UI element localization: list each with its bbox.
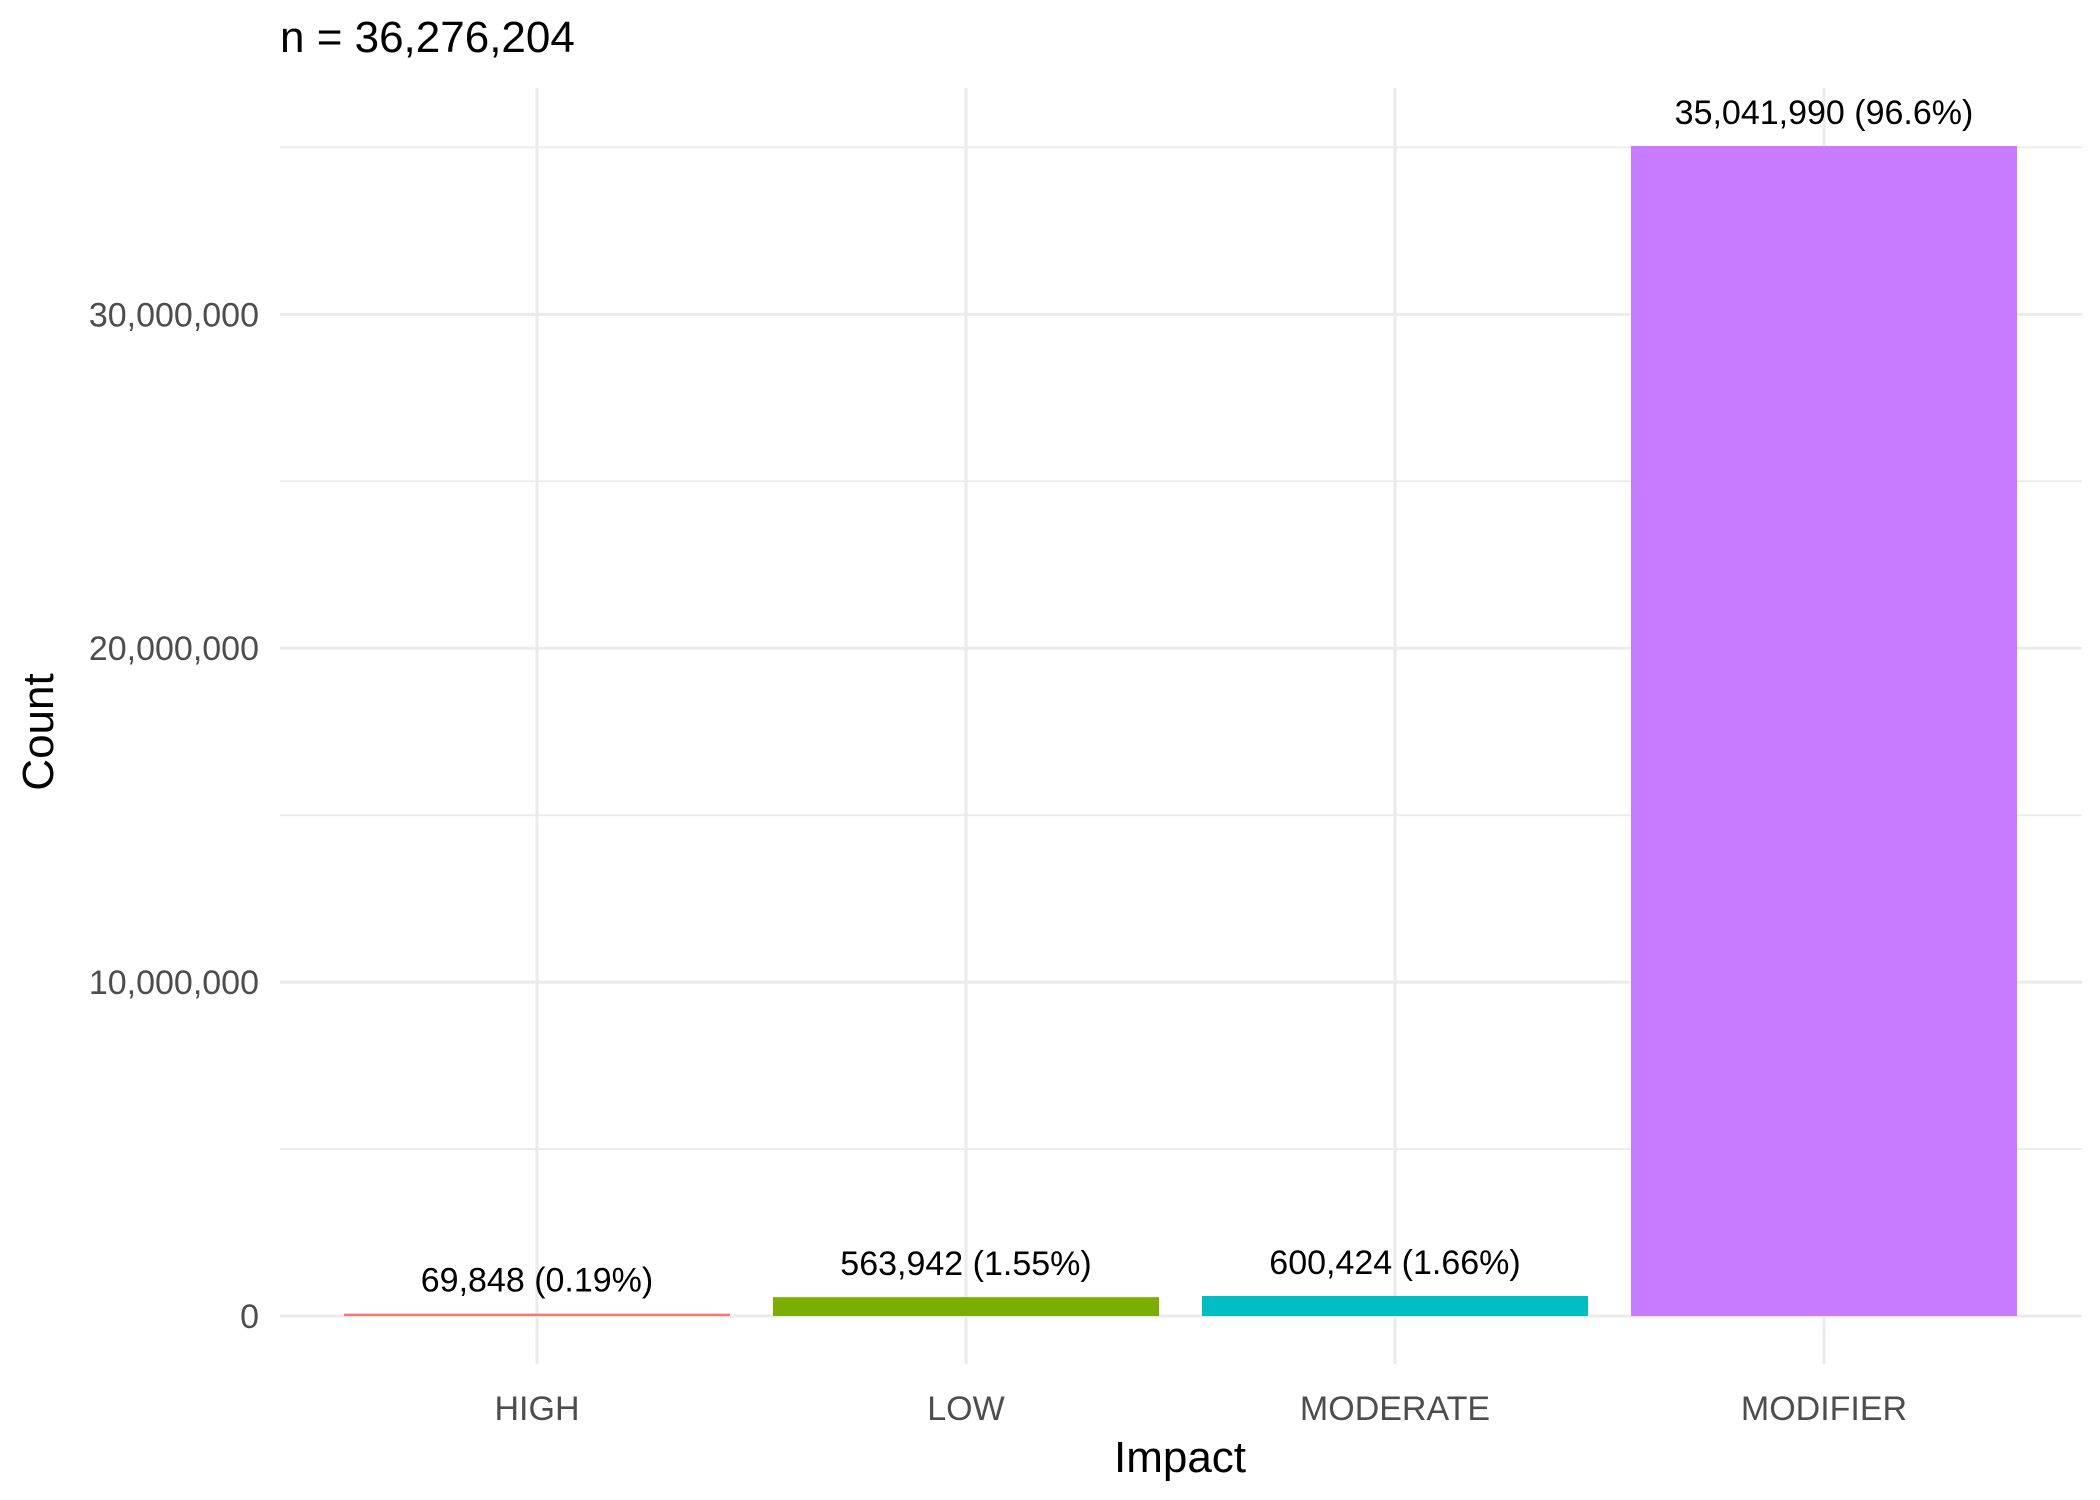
x-axis-title: Impact <box>1114 1433 1246 1482</box>
bar-data-label: 563,942 (1.55%) <box>840 1245 1091 1283</box>
bars: 69,848 (0.19%) 563,942 (1.55%) 600,424 (1.… <box>344 94 2017 1316</box>
bar-data-label: 35,041,990 (96.6%) <box>1675 94 1974 132</box>
bar-data-label: 600,424 (1.66%) <box>1269 1244 1520 1282</box>
bar <box>1202 1295 1588 1316</box>
x-tick-label: MODERATE <box>1300 1390 1490 1428</box>
x-tick-label: LOW <box>927 1390 1004 1428</box>
y-tick-label: 20,000,000 <box>89 630 259 668</box>
y-axis-title: Count <box>14 673 63 790</box>
x-tick-label: HIGH <box>495 1390 580 1428</box>
bar <box>344 1313 730 1316</box>
chart-subtitle: n = 36,276,204 <box>280 13 575 62</box>
bar <box>773 1297 1159 1316</box>
y-tick-label: 10,000,000 <box>89 964 259 1002</box>
bar <box>1631 146 2017 1316</box>
axis-ticks: 0 10,000,000 20,000,000 30,000,000 HIGH LOW MO… <box>89 296 1907 1428</box>
x-tick-label: MODIFIER <box>1741 1390 1907 1428</box>
bar-data-label: 69,848 (0.19%) <box>421 1262 654 1300</box>
y-tick-label: 30,000,000 <box>89 296 259 334</box>
y-tick-label: 0 <box>240 1298 259 1336</box>
